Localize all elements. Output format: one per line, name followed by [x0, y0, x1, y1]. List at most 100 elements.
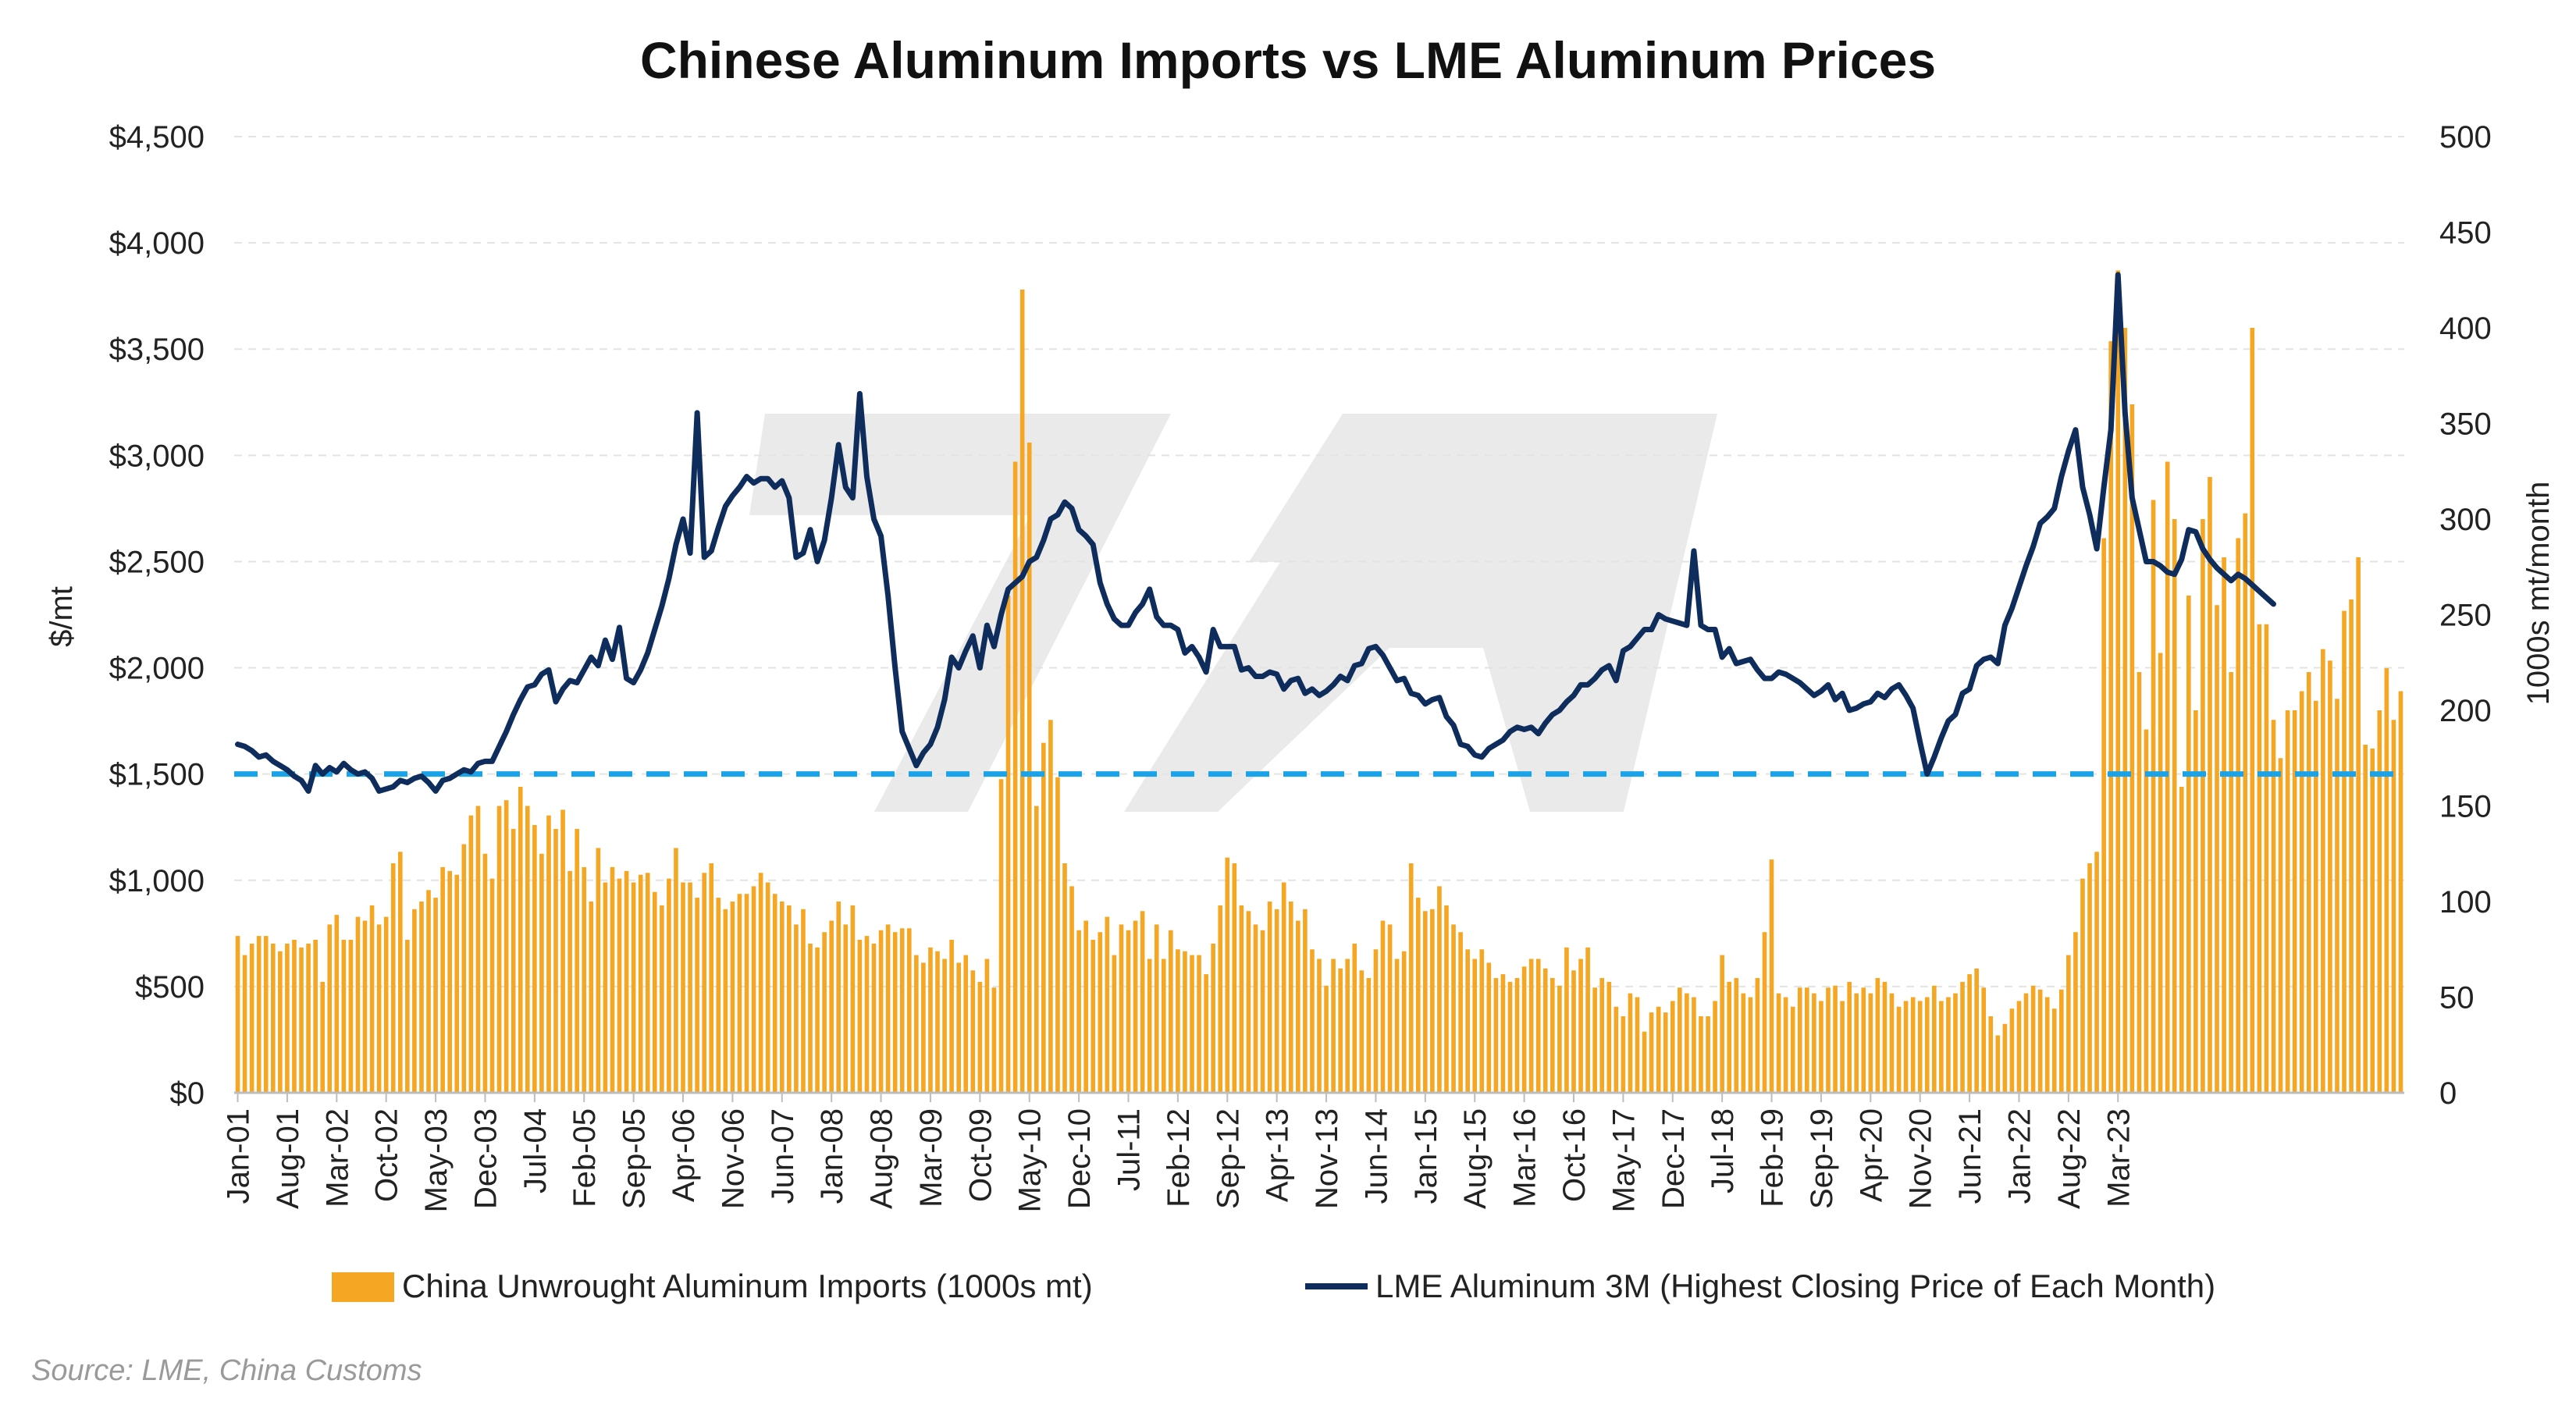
import-bar: [1161, 959, 1166, 1093]
import-bar: [652, 891, 657, 1093]
import-bar: [1331, 959, 1336, 1093]
import-bar: [1317, 959, 1322, 1093]
import-bar: [341, 940, 347, 1093]
import-bar: [1706, 1016, 1710, 1093]
import-bar: [1557, 985, 1562, 1093]
import-bar: [2122, 328, 2128, 1093]
import-bar: [603, 882, 608, 1093]
import-bar: [1083, 920, 1088, 1093]
right-tick-label: 450: [2439, 216, 2492, 251]
import-bar: [2264, 624, 2269, 1093]
import-bar: [596, 848, 601, 1093]
import-bar: [482, 853, 488, 1093]
right-tick-label: 50: [2439, 981, 2475, 1016]
import-bar: [765, 882, 770, 1093]
import-bar: [1932, 985, 1937, 1093]
import-bar: [1493, 978, 1499, 1093]
import-bar: [1366, 978, 1372, 1093]
import-bar: [1274, 909, 1279, 1093]
left-tick-label: $0: [170, 1076, 205, 1111]
import-bar: [1642, 1031, 1647, 1093]
import-bar: [271, 943, 276, 1093]
import-bar: [1401, 951, 1407, 1093]
import-bar: [1981, 987, 1987, 1093]
x-tick-label: Nov-13: [1310, 1108, 1344, 1209]
x-tick-label: Aug-22: [2052, 1108, 2087, 1209]
import-bar: [1105, 916, 1110, 1093]
import-bar: [539, 853, 544, 1093]
import-bar: [2306, 672, 2311, 1093]
import-bar: [2073, 932, 2078, 1093]
import-bar: [589, 902, 594, 1093]
import-bar: [1692, 997, 1696, 1093]
import-bar: [1472, 959, 1478, 1093]
import-bar: [2066, 955, 2071, 1093]
x-tick-label: Jun-07: [766, 1108, 800, 1204]
import-bar: [412, 909, 417, 1093]
import-bar: [2051, 1008, 2057, 1093]
import-bar: [2101, 538, 2106, 1093]
import-bar: [1225, 857, 1230, 1093]
import-bar: [1946, 997, 1951, 1093]
grid-lines: [234, 136, 2404, 987]
import-bar: [1685, 993, 1689, 1093]
import-bar: [1076, 930, 1081, 1093]
import-bar: [709, 863, 714, 1093]
x-tick-label: Mar-16: [1508, 1108, 1542, 1208]
import-bar: [1528, 959, 1534, 1093]
import-bar: [1408, 863, 1414, 1093]
import-bar: [815, 947, 820, 1093]
import-bar: [1861, 987, 1866, 1093]
legend-line-label: LME Aluminum 3M (Highest Closing Price o…: [1375, 1268, 2215, 1304]
import-bar: [1288, 902, 1293, 1093]
import-bar: [2087, 863, 2092, 1093]
import-bar: [1430, 909, 1435, 1093]
import-bar: [970, 970, 976, 1093]
import-bar: [822, 932, 827, 1093]
import-bar: [1444, 905, 1449, 1093]
import-bar: [1005, 596, 1011, 1093]
import-bar: [1267, 902, 1272, 1093]
import-bar: [1415, 898, 1421, 1093]
left-tick-label: $2,500: [109, 545, 205, 579]
import-bar: [2044, 997, 2050, 1093]
import-bar: [1303, 909, 1308, 1093]
import-bar: [242, 955, 247, 1093]
import-bar: [1805, 987, 1809, 1093]
import-bar: [2278, 758, 2283, 1093]
import-bar: [2158, 653, 2163, 1093]
x-tick-label: Sep-12: [1211, 1108, 1245, 1209]
x-tick-label: Dec-10: [1062, 1108, 1097, 1209]
import-bar: [744, 894, 749, 1093]
import-bar: [1762, 932, 1767, 1093]
import-bar: [1034, 806, 1039, 1093]
right-tick-label: 0: [2439, 1076, 2457, 1111]
price-line-series: [235, 272, 2276, 794]
import-bar: [1592, 987, 1597, 1093]
left-tick-label: $2,000: [109, 652, 205, 686]
import-bar: [857, 940, 863, 1093]
source-note: Source: LME, China Customs: [31, 1354, 422, 1387]
import-bar: [2285, 710, 2290, 1093]
import-bar: [1026, 443, 1032, 1093]
import-bar: [836, 902, 841, 1093]
import-bar: [716, 898, 721, 1093]
x-tick-label: Jan-08: [815, 1108, 849, 1204]
import-bar: [843, 924, 849, 1093]
import-bar: [1797, 987, 1802, 1093]
right-tick-label: 350: [2439, 407, 2492, 442]
x-tick-label: Feb-12: [1162, 1108, 1196, 1208]
import-bar: [1535, 959, 1541, 1093]
import-bar: [914, 955, 919, 1093]
import-bar: [518, 787, 523, 1093]
import-bar: [369, 905, 375, 1093]
import-bar: [1974, 968, 1979, 1093]
import-bar: [1190, 955, 1194, 1093]
import-bar: [1147, 959, 1152, 1093]
x-tick-label: Jul-18: [1706, 1108, 1740, 1193]
import-bar: [1833, 985, 1838, 1093]
import-bar: [2243, 513, 2248, 1093]
import-bar: [1585, 947, 1590, 1093]
import-bar: [1995, 1035, 2001, 1093]
import-bar: [256, 936, 262, 1093]
